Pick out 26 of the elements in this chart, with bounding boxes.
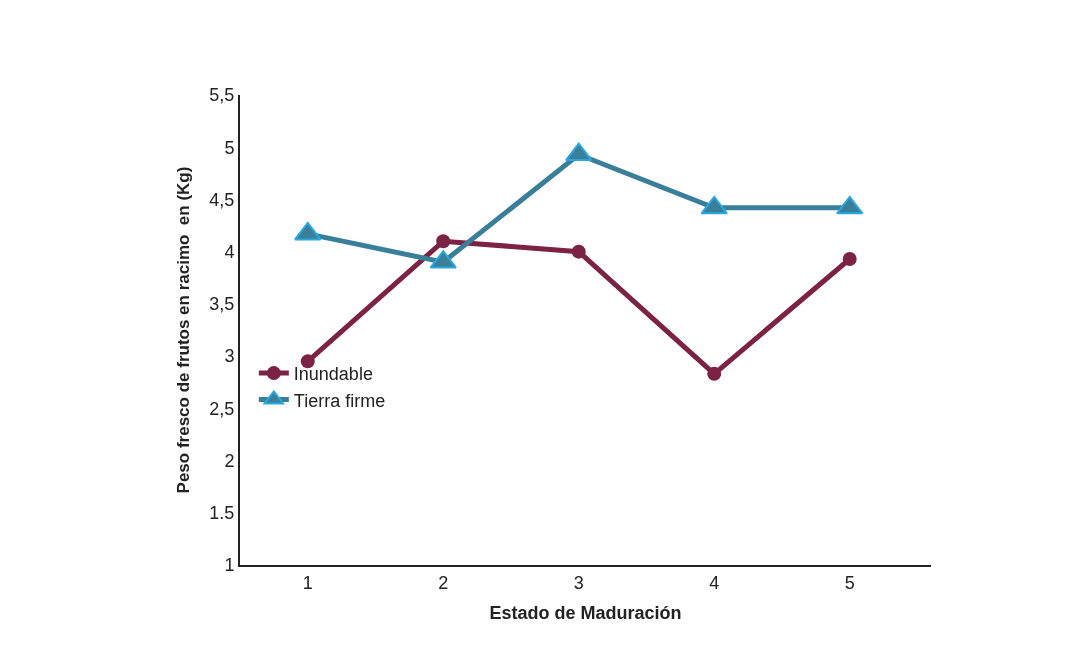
- point: [842, 251, 857, 266]
- y-tick-label: 3,5: [209, 294, 235, 315]
- y-tick-label: 4,5: [209, 189, 235, 210]
- x-tick-label: 1: [302, 572, 313, 593]
- x-tick-label: 5: [844, 572, 855, 593]
- point: [700, 195, 728, 215]
- y-tick-label: 2: [224, 450, 235, 471]
- point: [571, 244, 586, 259]
- point: [836, 195, 864, 215]
- y-tick-label: 5,5: [209, 85, 235, 106]
- x-axis-title: Estado de Maduración: [489, 603, 682, 624]
- y-tick-label: 1: [224, 555, 235, 576]
- x-tick-label: 2: [438, 572, 449, 593]
- legend-label: Inundable: [293, 364, 373, 385]
- y-tick-label: 2,5: [209, 398, 235, 419]
- y-tick-label: 5: [224, 137, 235, 158]
- legend-label: Tierra firme: [293, 390, 386, 411]
- point: [294, 221, 322, 241]
- point: [707, 366, 722, 381]
- y-axis-title: Peso fresco de frutos en racimo en (Kg): [174, 166, 194, 494]
- y-tick-label: 3: [224, 346, 235, 367]
- x-tick-label: 4: [709, 572, 720, 593]
- y-tick-label: 4: [224, 241, 235, 262]
- point: [565, 142, 593, 162]
- y-tick-label: 1.5: [209, 503, 235, 524]
- x-tick-label: 3: [573, 572, 584, 593]
